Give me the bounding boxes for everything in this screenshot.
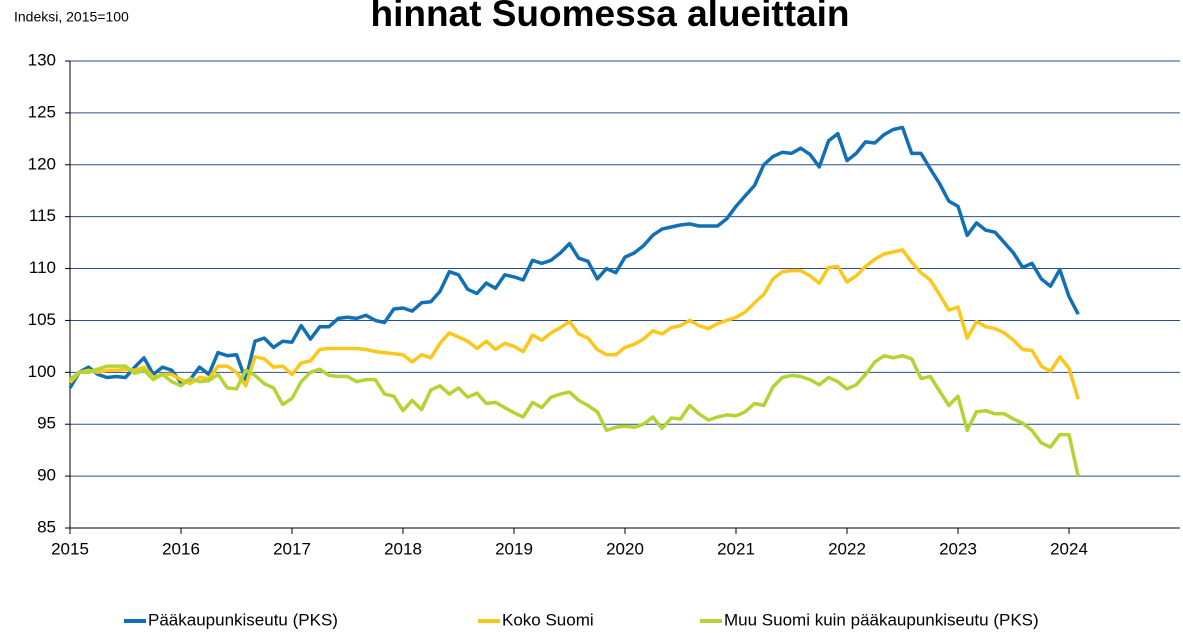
x-tick-label: 2024 bbox=[1050, 539, 1088, 558]
y-tick-label: 85 bbox=[37, 517, 56, 536]
x-tick-label: 2018 bbox=[384, 539, 422, 558]
y-tick-label: 90 bbox=[37, 466, 56, 485]
y-tick-label: 130 bbox=[28, 50, 56, 69]
x-tick-label: 2020 bbox=[606, 539, 644, 558]
x-tick-label: 2021 bbox=[717, 539, 755, 558]
y-tick-label: 110 bbox=[29, 258, 56, 277]
line-series bbox=[68, 248, 1080, 400]
x-tick-label: 2015 bbox=[51, 539, 89, 558]
line-series bbox=[68, 353, 1080, 477]
x-tick-label: 2017 bbox=[273, 539, 311, 558]
y-tick-label: 125 bbox=[28, 102, 56, 121]
line-series bbox=[68, 125, 1080, 389]
y-tick-label: 100 bbox=[28, 362, 56, 381]
x-tick-label: 2019 bbox=[495, 539, 533, 558]
y-axis-label: Indeksi, 2015=100 bbox=[14, 9, 129, 25]
y-tick-label: 120 bbox=[28, 154, 56, 173]
y-tick-label: 115 bbox=[29, 206, 56, 225]
y-tick-label: 105 bbox=[28, 310, 56, 329]
chart-title: hinnat Suomessa alueittain bbox=[370, 0, 849, 34]
x-tick-label: 2016 bbox=[162, 539, 200, 558]
legend-label: Koko Suomi bbox=[502, 610, 594, 629]
legend-label: Muu Suomi kuin pääkaupunkiseutu (PKS) bbox=[724, 610, 1039, 629]
y-tick-label: 95 bbox=[37, 414, 56, 433]
x-tick-label: 2023 bbox=[939, 539, 977, 558]
x-tick-label: 2022 bbox=[828, 539, 866, 558]
legend-label: Pääkaupunkiseutu (PKS) bbox=[148, 610, 338, 629]
